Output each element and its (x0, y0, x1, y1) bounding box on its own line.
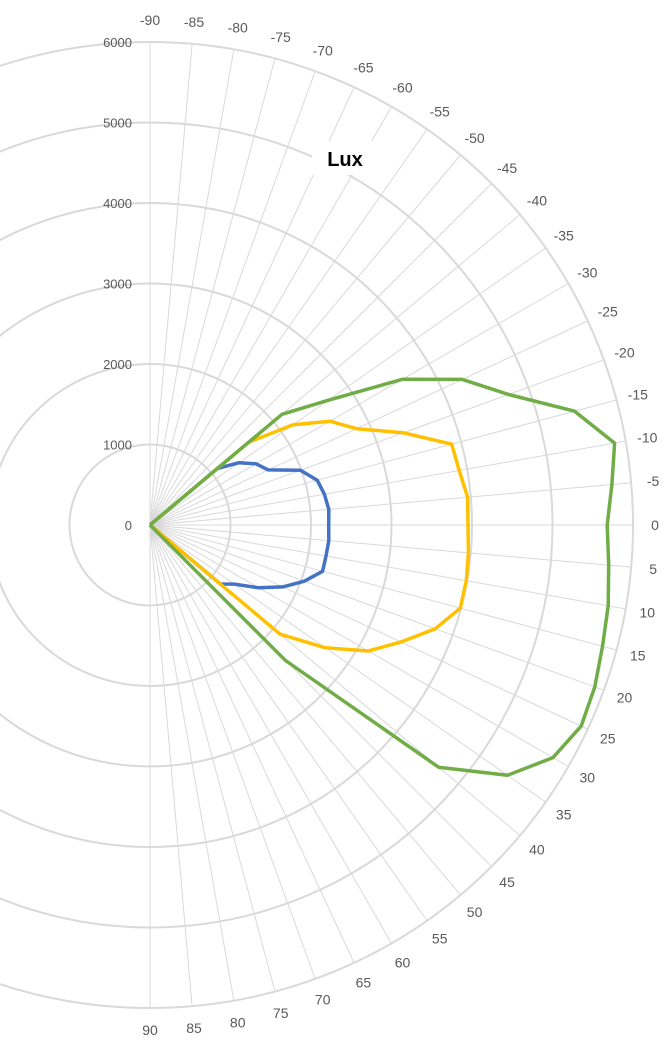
angle-tick-label: 60 (395, 954, 411, 970)
series-line-2 (148, 419, 471, 653)
angle-tick-label: 65 (356, 975, 372, 991)
radial-tick-label: 2000 (103, 357, 132, 372)
angle-tick-label: 80 (230, 1014, 246, 1030)
grid-spoke (149, 524, 588, 730)
grid-spoke (149, 524, 355, 963)
angle-tick-label: 75 (273, 1005, 289, 1021)
angle-tick-label: -30 (577, 265, 597, 281)
angle-tick-label: -40 (527, 192, 547, 208)
grid-spoke (149, 524, 276, 992)
grid-spoke (149, 524, 569, 767)
grid-spoke (149, 129, 428, 526)
angle-tick-label: 10 (640, 605, 656, 621)
grid-spoke (149, 524, 626, 610)
angle-tick-label: 30 (580, 770, 596, 786)
angle-tick-label: 20 (617, 690, 633, 706)
radial-tick-label: 5000 (103, 116, 132, 131)
grid-spoke (149, 524, 193, 1007)
radial-tick-label: 3000 (103, 277, 132, 292)
angle-tick-label: 25 (600, 730, 616, 746)
angle-tick-label: -75 (271, 29, 291, 45)
grid-spoke (149, 399, 617, 526)
grid-spoke (149, 359, 605, 526)
angle-tick-label: 45 (499, 874, 515, 890)
grid-spoke (149, 524, 428, 921)
series-line-1 (148, 460, 331, 590)
angle-tick-label: -60 (392, 80, 412, 96)
grid-spoke (149, 106, 392, 526)
angle-tick-label: -55 (430, 103, 450, 119)
series-line-3 (148, 377, 617, 778)
angle-tick-label: -5 (647, 473, 660, 489)
grid-spoke (149, 70, 316, 526)
grid-spoke (149, 43, 193, 526)
grid-spoke (149, 49, 235, 526)
grid-spoke (149, 524, 392, 944)
chart-title-background (312, 141, 378, 175)
grid-spoke (149, 58, 276, 526)
grid-spoke (149, 247, 546, 526)
angle-tick-label: -70 (313, 43, 333, 59)
grid-spoke (149, 283, 569, 526)
grid-spoke (149, 183, 492, 526)
angle-tick-label: 85 (186, 1020, 202, 1036)
series-layer (148, 377, 617, 778)
grid-spoke (149, 524, 461, 896)
angle-tick-label: -80 (228, 20, 248, 36)
angle-tick-label: -90 (140, 12, 160, 28)
angle-tick-label: -50 (464, 130, 484, 146)
angle-tick-label: -85 (184, 14, 204, 30)
angle-tick-label: 70 (315, 992, 331, 1008)
angle-tick-label: -45 (497, 160, 517, 176)
grid-spoke (149, 524, 316, 980)
angle-tick-label: 90 (142, 1022, 158, 1038)
angle-tick-label: -65 (353, 59, 373, 75)
angle-tick-label: -10 (637, 429, 657, 445)
grid-spoke (149, 524, 617, 651)
grid-spoke (149, 524, 235, 1001)
angular-gridlines (149, 42, 633, 1008)
radial-tick-label: 0 (125, 518, 132, 533)
angle-tick-label: 5 (649, 561, 657, 577)
radial-tick-label: 6000 (103, 35, 132, 50)
angle-tick-label: -15 (628, 386, 648, 402)
angle-tick-label: -20 (614, 344, 634, 360)
angle-tick-label: 55 (432, 931, 448, 947)
angle-tick-label: -35 (554, 227, 574, 243)
grid-spoke (149, 320, 588, 526)
angle-tick-label: 15 (630, 648, 646, 664)
radial-tick-label: 1000 (103, 438, 132, 453)
chart-title: Lux (327, 149, 363, 171)
radial-tick-labels: 0 1000 2000 3000 4000 5000 6000 (103, 35, 132, 533)
grid-spoke (149, 524, 632, 568)
grid-spoke (149, 524, 605, 691)
angle-tick-label: 35 (556, 807, 572, 823)
angle-tick-label: 0 (651, 517, 659, 533)
radial-tick-label: 4000 (103, 196, 132, 211)
grid-spoke (149, 440, 626, 526)
grid-spoke (149, 524, 546, 803)
angle-tick-labels: -90 -85 -80-75-70-65-60-55-50-45-40-35-30-… (140, 12, 660, 1038)
angle-tick-label: -25 (598, 304, 618, 320)
grid-spoke (149, 154, 461, 526)
grid-spoke (149, 482, 632, 526)
angle-tick-label: 40 (529, 842, 545, 858)
angle-tick-label: 50 (467, 904, 483, 920)
